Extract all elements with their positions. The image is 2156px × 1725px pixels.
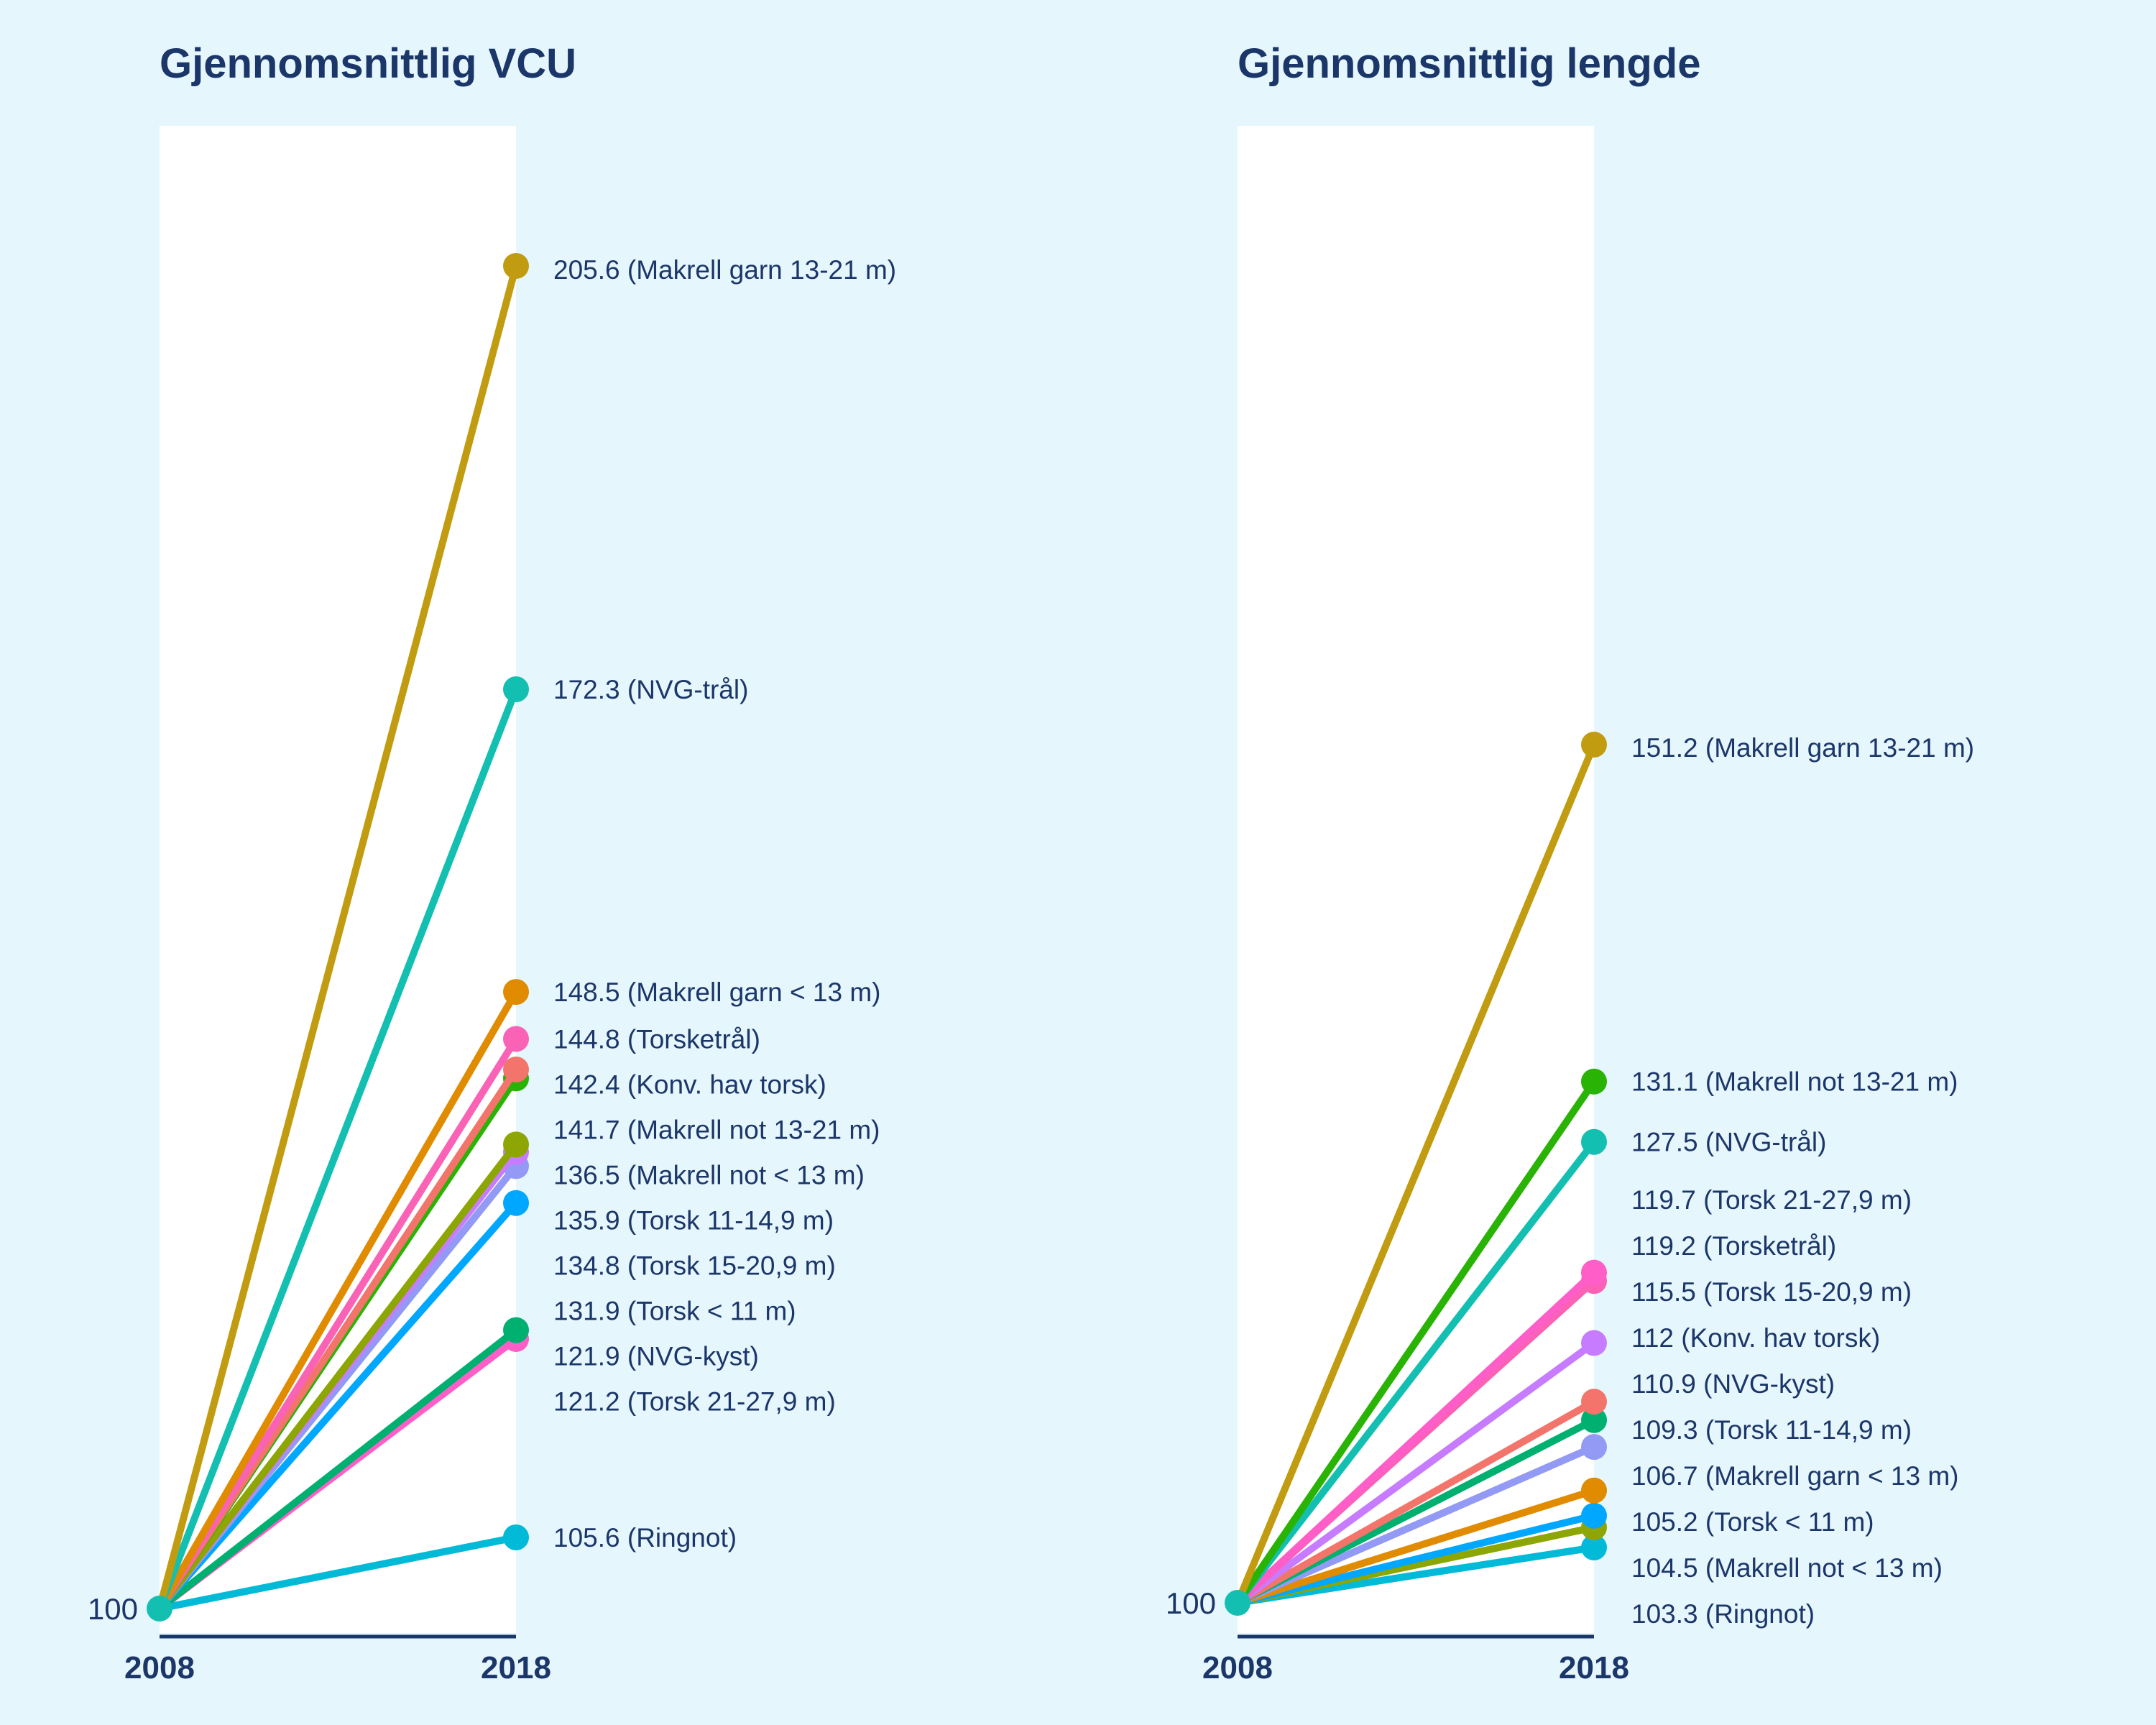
end-point-makrell-not-13-21-m [1581,1069,1607,1095]
end-point-torsk-15-20-9-m [1581,1330,1607,1356]
end-point-ringnot [503,1524,529,1550]
data-label-makrell-not-13-21-m: 131.1 (Makrell not 13-21 m) [1631,1067,1958,1097]
x-tick-label: 2018 [1559,1650,1629,1685]
data-label-nvg-kyst: 110.9 (NVG-kyst) [1631,1369,1835,1399]
start-point [147,1596,172,1622]
data-label-torsk-15-20-9-m: 115.5 (Torsk 15-20,9 m) [1631,1277,1912,1307]
data-label-ringnot: 103.3 (Ringnot) [1631,1599,1815,1629]
data-label-ringnot: 105.6 (Ringnot) [553,1523,737,1552]
end-point-konv-hav-torsk [1581,1389,1607,1414]
chart-title: Gjennomsnittlig VCU [160,40,576,87]
end-point-makrell-garn-13-m [503,979,529,1005]
end-point-makrell-not-13-m [503,1131,529,1157]
chart-panel-1: Gjennomsnittlig VCU 2008 2018 100 205.6 (Mak… [88,40,896,1685]
start-point [1225,1590,1250,1616]
end-point-nvg-tr-l [1581,1129,1607,1155]
end-point-nvg-tr-l [503,676,529,702]
data-label-torsk-11-14-9-m: 109.3 (Torsk 11-14,9 m) [1631,1415,1912,1445]
slope-charts: Gjennomsnittlig VCU 2008 2018 100 205.6 (Mak… [0,0,2156,1725]
end-point-torsk-11-m [1581,1503,1607,1529]
end-point-torsk-21-27-9-m [1581,1260,1607,1286]
data-label-torsk-11-m: 131.9 (Torsk < 11 m) [553,1297,796,1326]
data-label-makrell-not-13-m: 104.5 (Makrell not < 13 m) [1631,1553,1943,1583]
data-label-torsk-11-14-9-m: 135.9 (Torsk 11-14,9 m) [553,1206,834,1236]
data-label-torsketr-l: 144.8 (Torsketrål) [553,1025,760,1054]
data-label-makrell-not-13-m: 136.5 (Makrell not < 13 m) [553,1161,865,1190]
end-point-makrell-garn-13-21-m [1581,732,1607,758]
data-label-makrell-garn-13-m: 148.5 (Makrell garn < 13 m) [553,978,881,1007]
end-point-makrell-garn-13-21-m [503,253,529,279]
x-tick-label: 2018 [481,1650,551,1685]
data-label-makrell-garn-13-21-m: 151.2 (Makrell garn 13-21 m) [1631,733,1974,763]
end-point-torsk-11-14-9-m [1581,1434,1607,1460]
x-tick-label: 2008 [1202,1650,1273,1685]
end-point-torsk-11-m [503,1190,529,1216]
data-label-torsk-21-27-9-m: 121.2 (Torsk 21-27,9 m) [553,1387,836,1417]
data-label-makrell-garn-13-m: 106.7 (Makrell garn < 13 m) [1631,1461,1959,1491]
data-label-torsk-15-20-9-m: 134.8 (Torsk 15-20,9 m) [553,1251,836,1281]
baseline-label: 100 [88,1592,138,1626]
data-label-konv-hav-torsk: 112 (Konv. hav torsk) [1631,1323,1880,1353]
data-label-nvg-kyst: 121.9 (NVG-kyst) [553,1342,759,1371]
end-point-makrell-garn-13-m [1581,1478,1607,1504]
data-label-makrell-garn-13-21-m: 205.6 (Makrell garn 13-21 m) [553,255,896,285]
data-label-torsk-21-27-9-m: 119.7 (Torsk 21-27,9 m) [1631,1185,1912,1215]
data-label-nvg-tr-l: 172.3 (NVG-trål) [553,675,748,704]
x-tick-label: 2008 [124,1650,195,1685]
end-point-torsketr-l [503,1026,529,1052]
chart-panel-2: Gjennomsnittlig lengde 2008 2018 100 151.2 (… [1166,40,1974,1685]
data-label-torsk-11-m: 105.2 (Torsk < 11 m) [1631,1507,1874,1537]
data-label-nvg-tr-l: 127.5 (NVG-trål) [1631,1128,1826,1157]
data-label-konv-hav-torsk: 142.4 (Konv. hav torsk) [553,1070,826,1100]
end-point-konv-hav-torsk [503,1057,529,1082]
end-point-nvg-kyst [503,1317,529,1343]
data-label-torsketr-l: 119.2 (Torsketrål) [1631,1231,1836,1261]
chart-title: Gjennomsnittlig lengde [1238,40,1700,87]
baseline-label: 100 [1166,1586,1216,1620]
data-label-makrell-not-13-21-m: 141.7 (Makrell not 13-21 m) [553,1116,880,1145]
